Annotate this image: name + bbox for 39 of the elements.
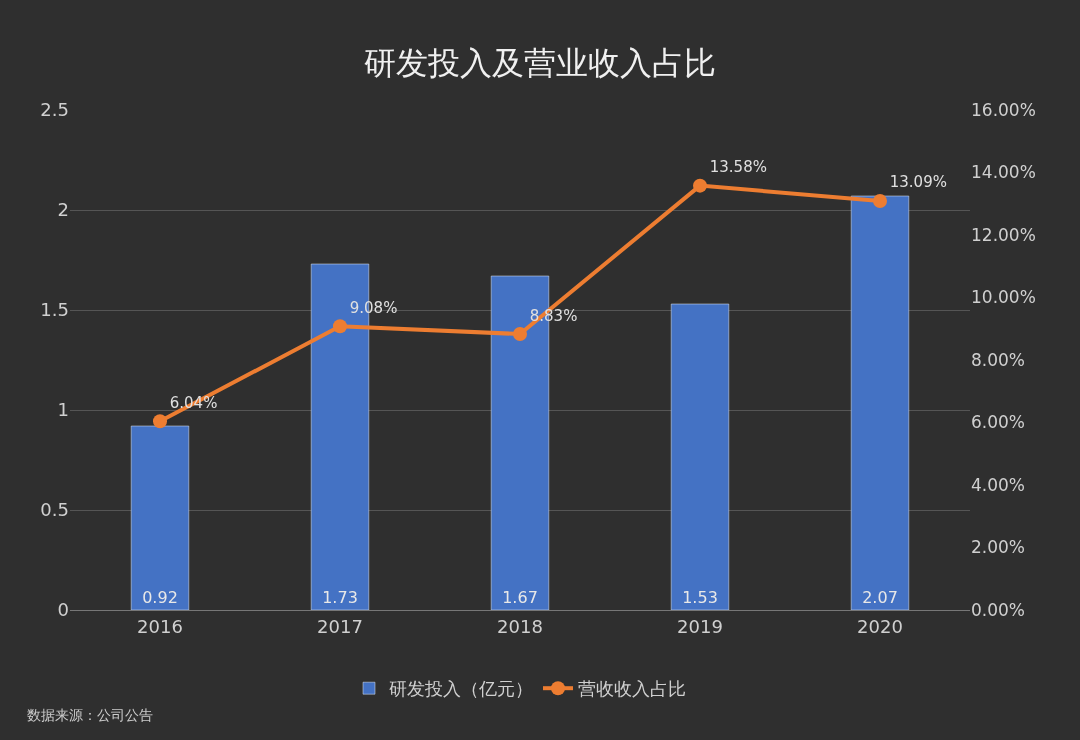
y-tick-label: 1.5 xyxy=(40,299,69,321)
y2-tick-label: 2.00% xyxy=(971,537,1026,558)
bar xyxy=(130,425,190,610)
y2-tick-label: 0.00% xyxy=(971,599,1026,620)
y-tick-label: 2.5 xyxy=(40,99,69,121)
data-label: 1.73 xyxy=(322,588,358,607)
point xyxy=(333,319,347,334)
y2-tick-label: 6.00% xyxy=(971,412,1026,433)
y2-tick-label: 4.00% xyxy=(971,474,1026,495)
bar xyxy=(850,195,910,610)
data-label: 0.92 xyxy=(142,588,178,607)
data-label: 1.67 xyxy=(502,588,538,607)
legend-label: 营收收入占比 xyxy=(578,678,686,700)
data-label: 1.53 xyxy=(682,588,718,607)
point xyxy=(693,178,707,193)
data-label: 2.07 xyxy=(862,588,898,607)
y-tick-label: 0.5 xyxy=(40,499,69,521)
y-tick-label: 2 xyxy=(57,199,69,221)
source-note: 数据来源：公司公告 xyxy=(27,707,153,723)
point xyxy=(153,414,167,429)
y2-tick-label: 16.00% xyxy=(971,99,1036,120)
point xyxy=(873,193,887,208)
bar xyxy=(670,303,730,610)
y2-tick-label: 8.00% xyxy=(971,349,1026,370)
y2-tick-label: 12.00% xyxy=(971,224,1036,245)
y-tick-label: 0 xyxy=(57,599,69,621)
data-label: 13.58% xyxy=(709,158,767,177)
x-tick-label: 2017 xyxy=(317,615,363,637)
data-label: 13.09% xyxy=(889,173,947,192)
legend-label: 研发投入（亿元） xyxy=(389,678,533,700)
y2-tick-label: 14.00% xyxy=(971,162,1036,183)
point xyxy=(513,327,527,342)
y-tick-label: 1 xyxy=(57,399,69,421)
chart-title: 研发投入及营业收入占比 xyxy=(364,44,716,83)
y2-tick-label: 10.00% xyxy=(971,287,1036,308)
x-tick-label: 2020 xyxy=(857,615,903,637)
x-tick-label: 2019 xyxy=(677,615,723,637)
x-tick-label: 2018 xyxy=(497,615,543,637)
x-tick-label: 2016 xyxy=(137,615,183,637)
